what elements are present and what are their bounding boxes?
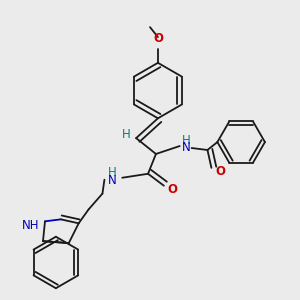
Text: N: N [182, 140, 190, 154]
Text: O: O [153, 32, 163, 45]
Text: O: O [215, 165, 225, 178]
Text: H: H [122, 128, 130, 141]
Text: O: O [168, 183, 178, 196]
Text: NH: NH [22, 219, 40, 232]
Text: H: H [182, 134, 190, 147]
Text: N: N [108, 174, 117, 187]
Text: H: H [108, 166, 117, 179]
